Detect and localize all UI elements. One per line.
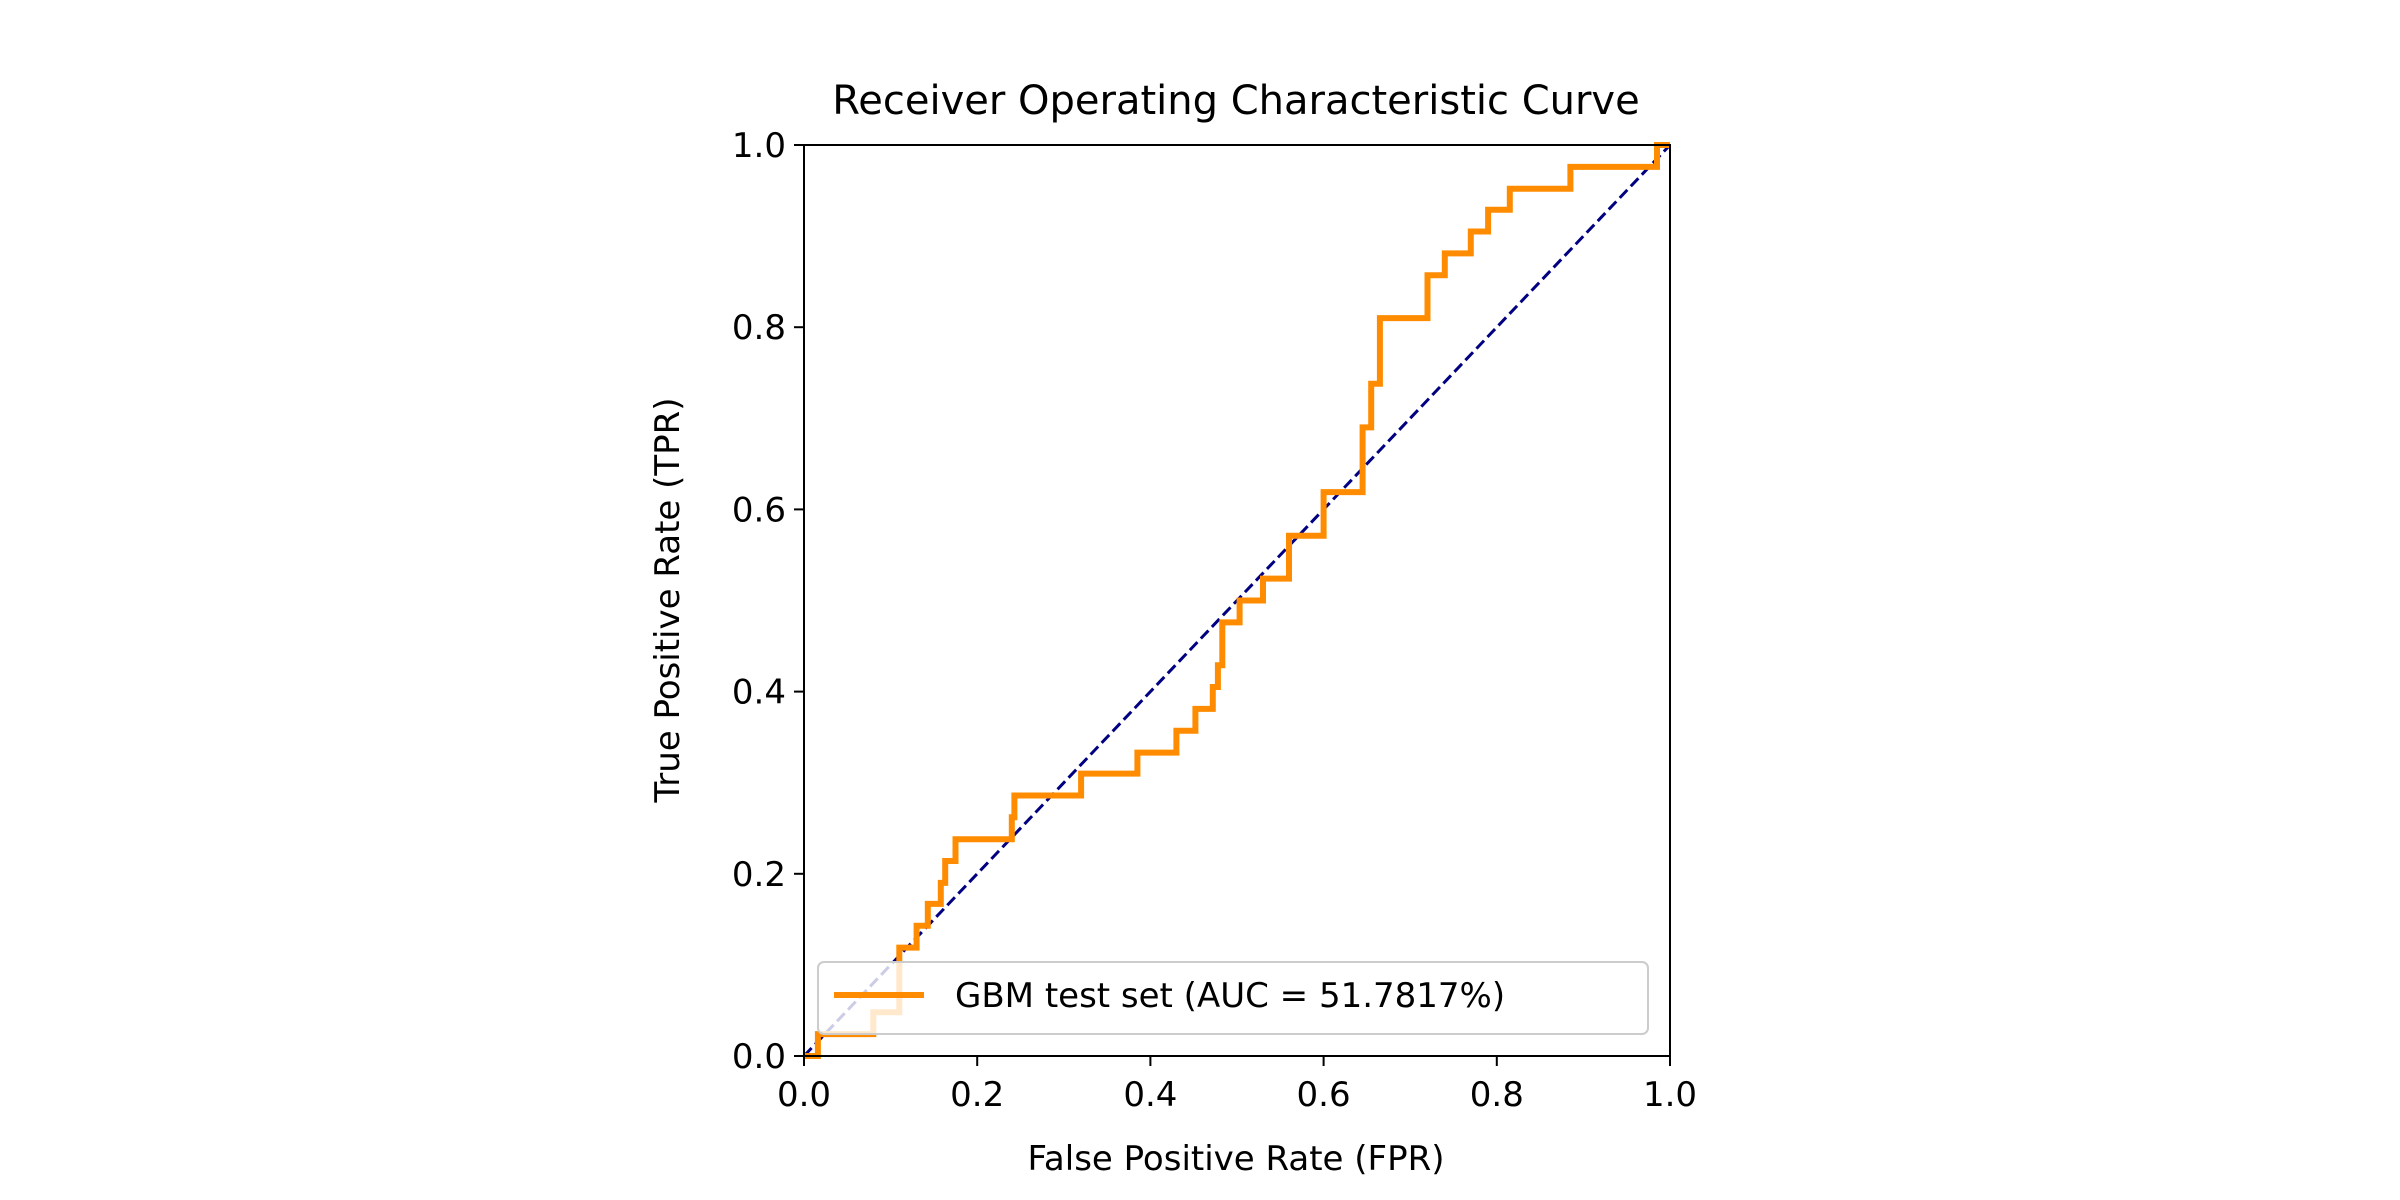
plot-frame <box>803 144 1671 1057</box>
y-tick-label: 0.0 <box>732 1037 786 1077</box>
x-tick-label: 1.0 <box>1643 1075 1697 1115</box>
x-tick-label: 0.2 <box>950 1075 1004 1115</box>
y-tick-label: 0.4 <box>732 673 786 713</box>
x-axis-label: False Positive Rate (FPR) <box>1027 1139 1444 1179</box>
x-tick-label: 0.8 <box>1470 1075 1524 1115</box>
roc-curve-line <box>804 142 1670 1059</box>
y-tick-label: 1.0 <box>732 126 786 166</box>
legend-box <box>817 961 1649 1035</box>
series-layer <box>802 142 1672 1059</box>
y-axis-label: True Positive Rate (TPR) <box>648 397 688 803</box>
x-tick-label: 0.0 <box>777 1075 831 1115</box>
x-tick-label: 0.4 <box>1123 1075 1177 1115</box>
plot-area: GBM test set (AUC = 51.7817%) <box>802 142 1672 1059</box>
legend: GBM test set (AUC = 51.7817%) <box>817 961 1649 1035</box>
y-tick-label: 0.8 <box>732 308 786 348</box>
x-tick-label: 0.6 <box>1297 1075 1351 1115</box>
y-axis-ticks: 0.0 0.2 0.4 0.6 0.8 1.0 <box>732 126 804 1077</box>
y-tick-label: 0.2 <box>732 855 786 895</box>
x-axis-ticks: 0.0 0.2 0.4 0.6 0.8 1.0 <box>777 1056 1697 1115</box>
y-tick-label: 0.6 <box>732 490 786 530</box>
chart-title: Receiver Operating Characteristic Curve <box>832 78 1639 124</box>
legend-label: GBM test set (AUC = 51.7817%) <box>955 976 1505 1016</box>
